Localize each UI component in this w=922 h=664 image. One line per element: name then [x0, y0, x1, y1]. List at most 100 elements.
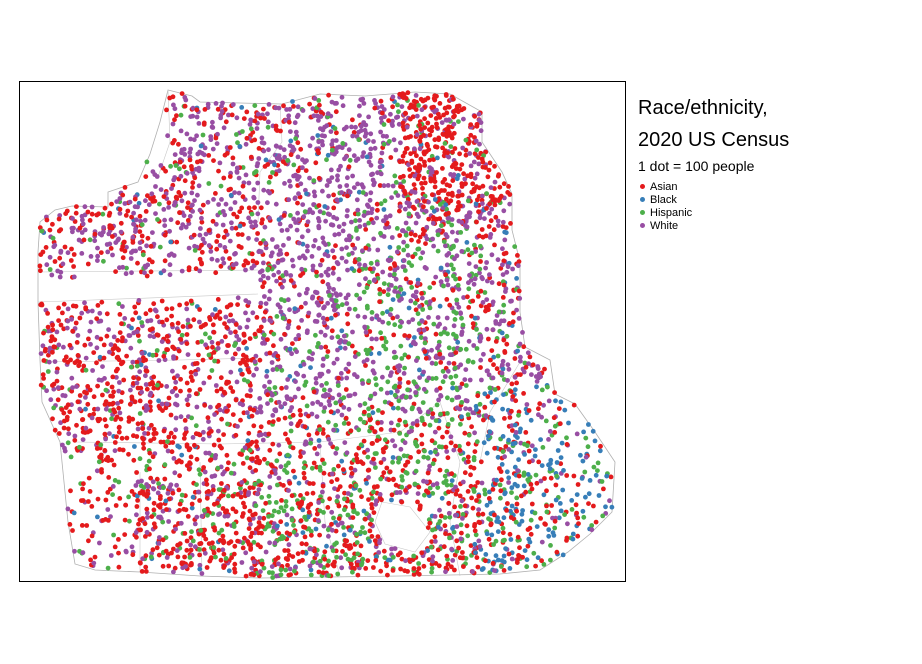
dot-white	[221, 260, 227, 266]
dot-white	[312, 318, 318, 324]
dot-asian	[407, 484, 412, 489]
dot-white	[371, 139, 376, 144]
dot-white	[489, 280, 495, 285]
dot-asian	[482, 405, 488, 410]
dot-asian	[345, 193, 350, 199]
dot-white	[203, 450, 209, 456]
dot-asian	[571, 473, 577, 479]
dot-asian	[450, 149, 455, 155]
dot-asian	[564, 535, 570, 541]
dot-white	[490, 327, 496, 333]
dot-white	[69, 316, 74, 322]
dot-black	[517, 429, 523, 435]
dot-hispanic	[532, 510, 538, 516]
dot-hispanic	[381, 343, 386, 349]
dot-white	[489, 206, 495, 212]
dot-black	[437, 303, 443, 309]
tract-boundary-line	[374, 501, 431, 553]
dot-hispanic	[264, 524, 269, 530]
dot-asian	[469, 424, 474, 430]
dot-asian	[206, 228, 212, 233]
dot-white	[473, 249, 478, 254]
dot-white	[211, 197, 216, 202]
dot-white	[69, 375, 75, 381]
dot-hispanic	[452, 365, 458, 371]
dot-white	[321, 320, 327, 326]
dot-hispanic	[291, 522, 296, 528]
dot-asian	[130, 317, 135, 322]
dot-asian	[254, 439, 259, 445]
dot-asian	[405, 459, 410, 465]
dot-white	[345, 491, 351, 496]
dot-asian	[102, 205, 108, 211]
dot-hispanic	[345, 556, 351, 562]
dot-hispanic	[276, 509, 282, 515]
dot-asian	[116, 537, 121, 542]
dot-asian	[371, 484, 377, 490]
dot-asian	[60, 310, 65, 316]
dot-hispanic	[366, 220, 371, 226]
dot-asian	[476, 511, 481, 517]
dot-black	[316, 438, 322, 443]
dot-hispanic	[270, 528, 276, 534]
dot-asian	[408, 116, 413, 122]
dot-white	[328, 222, 334, 228]
dot-hispanic	[366, 406, 371, 412]
dot-white	[275, 260, 281, 265]
dot-asian	[474, 123, 480, 129]
dot-asian	[161, 194, 167, 199]
dot-white	[92, 238, 98, 244]
dot-hispanic	[192, 248, 198, 253]
dot-white	[75, 333, 81, 338]
dot-white	[471, 159, 477, 165]
dot-asian	[486, 303, 492, 308]
dot-asian	[102, 417, 108, 423]
dot-hispanic	[316, 341, 321, 346]
dot-asian	[389, 492, 395, 498]
dot-white	[102, 376, 107, 381]
dot-white	[221, 125, 227, 131]
dot-white	[149, 551, 155, 556]
dot-white	[484, 368, 490, 374]
dot-asian	[468, 132, 474, 138]
dot-white	[209, 339, 215, 345]
dot-asian	[333, 109, 339, 115]
tract-boundary-line	[37, 293, 259, 303]
dot-hispanic	[360, 556, 366, 562]
dot-asian	[512, 356, 518, 361]
dot-hispanic	[420, 400, 426, 405]
dot-hispanic	[435, 232, 441, 238]
dot-hispanic	[359, 562, 364, 568]
dot-asian	[492, 202, 498, 208]
dot-asian	[508, 515, 514, 520]
dot-asian	[215, 233, 221, 239]
dot-hispanic	[469, 250, 475, 256]
dot-asian	[87, 489, 93, 494]
dot-hispanic	[583, 435, 589, 441]
dot-asian	[256, 328, 262, 334]
dot-hispanic	[238, 485, 243, 491]
dot-asian	[134, 470, 139, 475]
dot-white	[287, 143, 293, 148]
dot-asian	[75, 353, 81, 358]
dot-hispanic	[373, 465, 378, 470]
dot-black	[364, 480, 369, 486]
dot-asian	[483, 165, 488, 170]
dot-black	[553, 497, 559, 503]
dot-asian	[487, 160, 493, 166]
dot-hispanic	[381, 122, 387, 127]
dot-white	[403, 558, 408, 564]
dot-white	[54, 369, 60, 375]
dot-asian	[70, 528, 75, 533]
dot-asian	[331, 192, 336, 198]
dot-white	[157, 535, 162, 540]
dot-asian	[344, 311, 350, 317]
dot-white	[434, 107, 439, 113]
dot-asian	[460, 550, 465, 555]
dot-asian	[388, 266, 393, 271]
dot-asian	[452, 552, 458, 558]
dot-white	[379, 150, 385, 156]
dot-asian	[327, 496, 332, 502]
dot-white	[362, 314, 368, 320]
dot-asian	[138, 385, 144, 391]
